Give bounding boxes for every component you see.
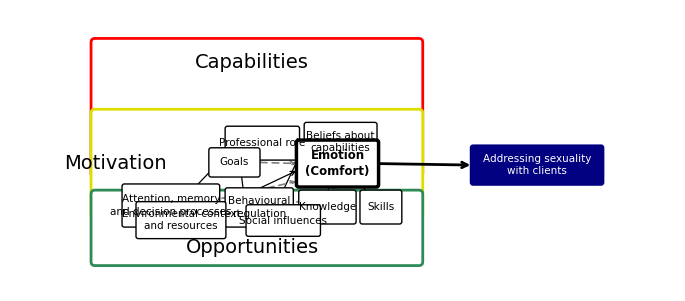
FancyBboxPatch shape: [360, 190, 402, 224]
Text: Knowledge: Knowledge: [299, 202, 356, 212]
FancyBboxPatch shape: [299, 190, 356, 224]
Text: Social influences: Social influences: [239, 216, 327, 225]
FancyBboxPatch shape: [91, 109, 423, 219]
FancyBboxPatch shape: [91, 190, 423, 265]
FancyBboxPatch shape: [304, 123, 377, 162]
FancyBboxPatch shape: [246, 205, 321, 236]
Text: Motivation: Motivation: [64, 154, 166, 173]
FancyBboxPatch shape: [136, 202, 226, 239]
FancyBboxPatch shape: [209, 148, 260, 177]
Text: Emotion
(Comfort): Emotion (Comfort): [306, 149, 370, 178]
Text: Environmental context
and resources: Environmental context and resources: [122, 209, 240, 231]
FancyBboxPatch shape: [297, 140, 379, 187]
FancyBboxPatch shape: [122, 184, 220, 227]
Text: Professional role: Professional role: [219, 138, 306, 148]
Text: Beliefs about
capabilities: Beliefs about capabilities: [306, 131, 375, 153]
Text: Goals: Goals: [220, 157, 249, 167]
FancyBboxPatch shape: [91, 39, 423, 177]
Text: Attention, memory
and decision processes: Attention, memory and decision processes: [110, 194, 232, 217]
Text: Capabilities: Capabilities: [195, 53, 309, 72]
FancyBboxPatch shape: [225, 188, 293, 227]
Text: Addressing sexuality
with clients: Addressing sexuality with clients: [483, 154, 591, 176]
FancyBboxPatch shape: [471, 145, 603, 185]
Text: Opportunities: Opportunities: [186, 238, 319, 257]
Text: Skills: Skills: [367, 202, 395, 212]
FancyBboxPatch shape: [225, 126, 299, 160]
Text: Behavioural
regulation: Behavioural regulation: [228, 196, 290, 219]
